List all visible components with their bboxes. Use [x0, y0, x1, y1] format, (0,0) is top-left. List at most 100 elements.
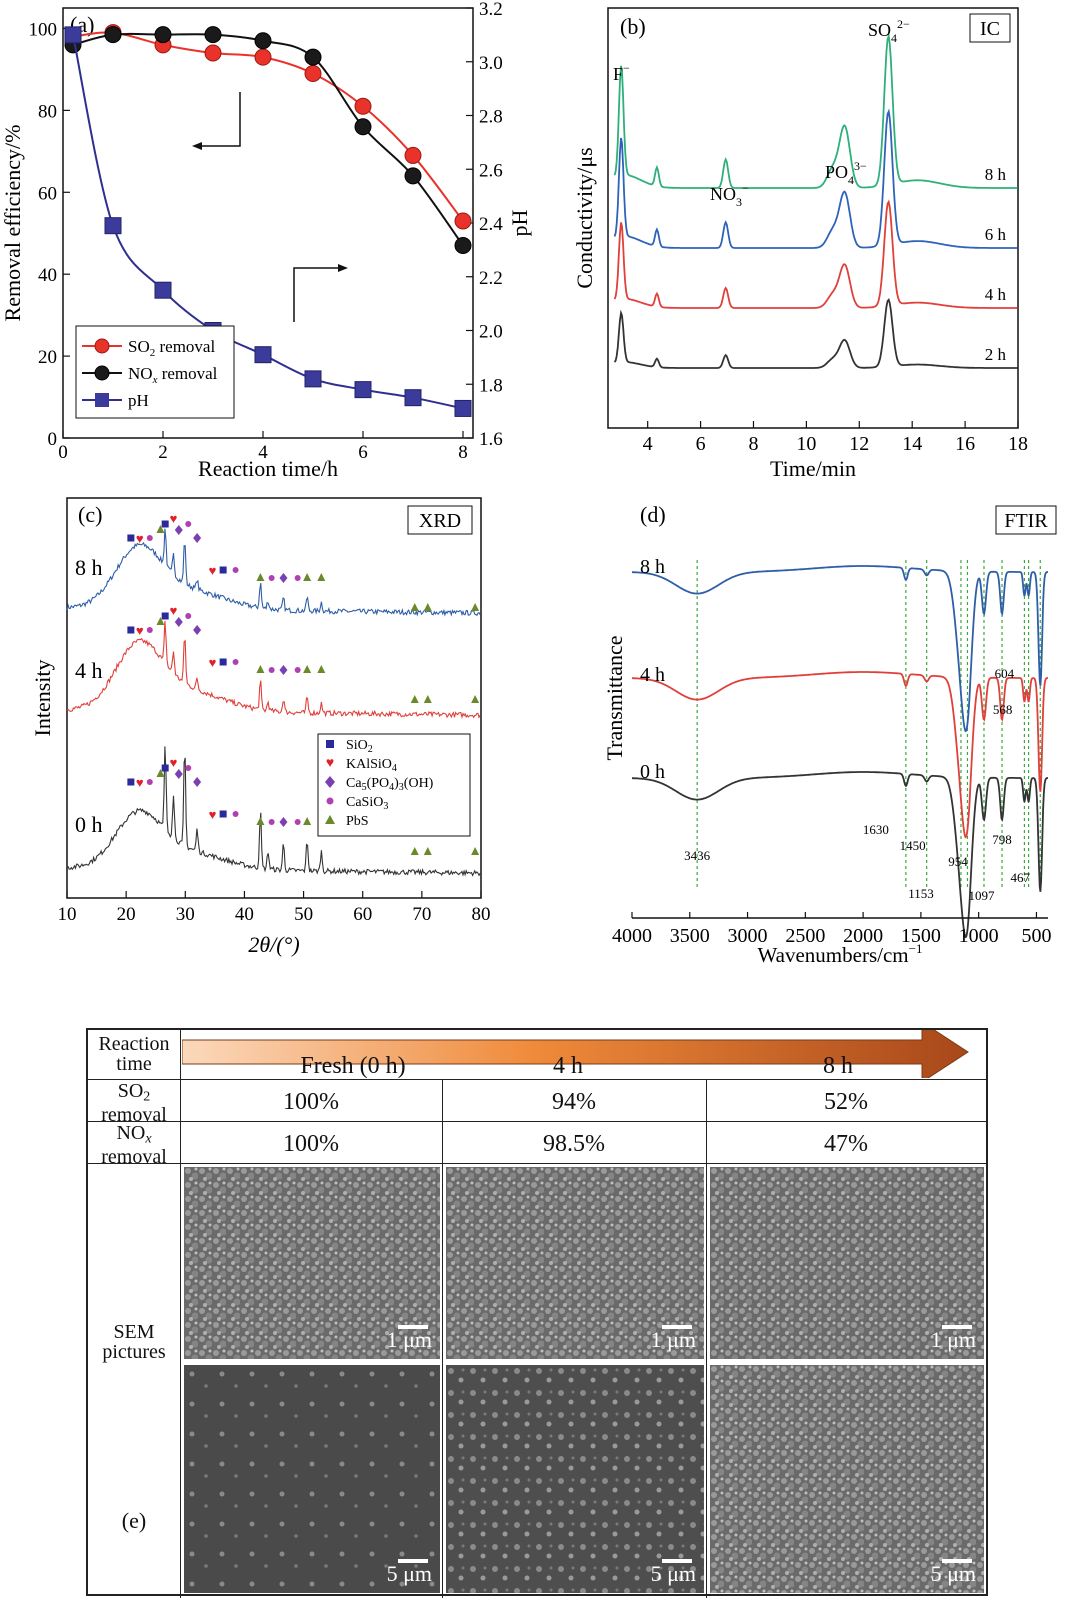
sem-texture — [184, 1167, 440, 1359]
row-label-line: NOx — [116, 1122, 152, 1147]
table-line — [180, 1030, 181, 1598]
x-tick-label: 2 — [158, 442, 168, 463]
ph-point — [304, 370, 322, 388]
xrd-curve-0h — [66, 746, 481, 877]
so2-removal-8h: 52% — [824, 1089, 868, 1115]
x-tick-label: 10 — [58, 904, 77, 925]
xrd-marker-pbs — [256, 573, 265, 581]
ftir-band-label: 1450 — [900, 838, 926, 853]
table-line — [706, 1079, 707, 1598]
x-tick-label: 70 — [412, 904, 431, 925]
x-tick-label: 6 — [358, 442, 368, 463]
xrd-marker-pbs — [423, 847, 432, 855]
left-axis-arrow — [196, 92, 241, 147]
ph-point — [64, 26, 82, 44]
legend-nox-marker — [94, 365, 110, 381]
sem-image-8h-1um: 1 μm — [710, 1167, 984, 1359]
x-tick-label: 3500 — [670, 925, 710, 947]
panel-c-label: (c) — [78, 502, 102, 527]
panel-a-ylabel-left: Removal efficiency/% — [0, 125, 25, 322]
legend-ph-marker — [95, 393, 109, 407]
legend-nox: NOx removal — [128, 364, 218, 386]
xrd-marker-casio3 — [232, 811, 239, 817]
nox-point — [404, 167, 422, 185]
xrd-marker-pbs — [423, 603, 432, 611]
y-tick-label: 80 — [38, 101, 57, 122]
x-tick-label: 40 — [235, 904, 254, 925]
so2-point — [404, 146, 422, 164]
y-right-tick-label: 2.6 — [479, 160, 503, 181]
xrd-marker-casio3 — [146, 535, 153, 541]
panel-c-tag-box — [407, 505, 473, 535]
panel-d-ftir-chart: (d) FTIR 4000 3500 3000 2500 2000 1500 1000 500… — [602, 502, 1057, 967]
arrow-label-4h: 4 h — [553, 1053, 583, 1079]
panel-c-xlabel: 2θ/(°) — [248, 932, 299, 957]
panel-e-table: Reaction time SO2 removal NOx removal SE… — [86, 1028, 988, 1598]
xrd-marker-hap — [193, 777, 202, 787]
ph-point — [454, 399, 472, 417]
xrd-marker-sio2 — [161, 612, 169, 620]
panel-b-ylabel: Conductivity/μs — [572, 147, 597, 288]
panel-c-frame — [66, 497, 482, 899]
xrd-marker-sio2 — [127, 534, 135, 542]
ftir-band-label: 568 — [993, 702, 1013, 717]
xrd-marker-hap — [279, 573, 288, 583]
ph-point — [254, 346, 272, 364]
legend-hap: Ca5(PO4)3(OH) — [346, 776, 434, 793]
xrd-marker-sio2 — [161, 520, 169, 528]
xrd-marker-sio2 — [219, 810, 227, 818]
xrd-marker-hap — [279, 665, 288, 675]
ftir-band-label: 604 — [995, 666, 1015, 681]
nox-removal-0h: 100% — [283, 1131, 339, 1157]
sem-texture — [446, 1365, 704, 1593]
nox-point — [354, 118, 372, 136]
x-tick-label: 3000 — [728, 925, 768, 947]
panel-d-ylabel: Transmittance — [602, 635, 627, 760]
ph-point — [404, 389, 422, 407]
x-tick-label: 50 — [294, 904, 313, 925]
xrd-marker-pbs — [303, 665, 312, 673]
so2-point — [454, 212, 472, 230]
arrow-label-fresh: Fresh (0 h) — [300, 1053, 406, 1079]
xrd-marker-kalsio4: ♥ — [209, 563, 217, 578]
panel-b-tag: IC — [980, 18, 1000, 40]
row-label-so2-removal: SO2 removal — [88, 1081, 180, 1125]
xrd-curve-label-0h: 0 h — [75, 812, 103, 837]
scale-bar-label: 1 μm — [386, 1327, 432, 1352]
xrd-marker-kalsio4: ♥ — [136, 531, 144, 546]
left-axis-arrow-head — [192, 142, 202, 150]
xrd-marker-casio3 — [294, 667, 301, 673]
x-tick-label: 14 — [902, 433, 922, 455]
x-tick-label: 8 — [748, 433, 758, 455]
scale-bar-label: 1 μm — [930, 1327, 976, 1352]
table-line — [442, 1079, 443, 1598]
sem-image-0h-1um: 1 μm — [184, 1167, 440, 1359]
xrd-marker-casio3 — [185, 613, 192, 619]
nox-point — [154, 26, 172, 44]
table-line — [88, 1121, 986, 1122]
xrd-marker-kalsio4: ♥ — [209, 655, 217, 670]
panel-b-tag-box — [969, 13, 1011, 43]
xrd-marker-casio3 — [232, 659, 239, 665]
sem-image-4h-1um: 1 μm — [446, 1167, 704, 1359]
xrd-marker-pbs — [156, 617, 165, 625]
y-tick-label: 40 — [38, 265, 57, 286]
xrd-marker-pbs — [156, 769, 165, 777]
legend-sio2: SiO2 — [346, 738, 373, 755]
xrd-marker-pbs — [423, 695, 432, 703]
xrd-marker-pbs — [471, 695, 480, 703]
ftir-curve-label-4h: 4 h — [640, 664, 665, 686]
xrd-marker-pbs — [317, 665, 326, 673]
table-line — [88, 1163, 986, 1164]
peak-label-no3: NO3− — [710, 181, 749, 209]
xrd-marker-kalsio4: ♥ — [209, 807, 217, 822]
xrd-marker-sio2 — [161, 764, 169, 772]
nox-point — [454, 237, 472, 255]
scale-bar-label: 1 μm — [650, 1327, 696, 1352]
ftir-band-label: 467 — [1011, 870, 1031, 885]
xrd-marker-pbs — [410, 603, 419, 611]
row-label-reaction-time: Reaction time — [88, 1034, 180, 1074]
ftir-band-label: 1153 — [908, 886, 934, 901]
xrd-marker-hap — [193, 625, 202, 635]
row-label-line: time — [116, 1053, 152, 1075]
